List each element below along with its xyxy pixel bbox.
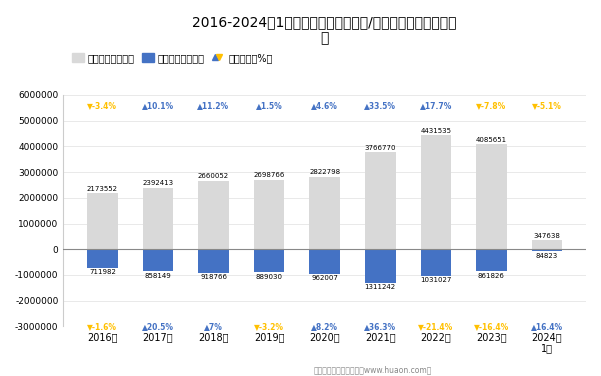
Text: 3766770: 3766770 xyxy=(364,145,396,151)
Text: 962007: 962007 xyxy=(311,276,338,282)
Text: ▼-1.6%: ▼-1.6% xyxy=(87,323,117,332)
Text: ▲8.2%: ▲8.2% xyxy=(311,323,338,332)
Text: 2173552: 2173552 xyxy=(87,186,118,192)
Text: 制图：华经产业研究院（www.huaon.com）: 制图：华经产业研究院（www.huaon.com） xyxy=(314,365,432,374)
Bar xyxy=(198,249,229,273)
Text: ▲4.6%: ▲4.6% xyxy=(311,102,338,111)
Text: 4431535: 4431535 xyxy=(420,128,451,134)
Text: 2698766: 2698766 xyxy=(254,172,285,178)
Text: ▲36.3%: ▲36.3% xyxy=(364,323,396,332)
Text: ▼-21.4%: ▼-21.4% xyxy=(418,323,453,332)
Text: 347638: 347638 xyxy=(534,233,560,239)
Text: ▲11.2%: ▲11.2% xyxy=(198,102,230,111)
Text: ▲20.5%: ▲20.5% xyxy=(142,323,174,332)
Text: ▼-3.2%: ▼-3.2% xyxy=(254,323,284,332)
Text: 711982: 711982 xyxy=(89,269,116,275)
Text: 2822798: 2822798 xyxy=(309,169,340,175)
Bar xyxy=(310,177,340,249)
Bar xyxy=(476,144,507,249)
Title: 2016-2024年1月常州市（境内目的地/货源地）进、出口额统
计: 2016-2024年1月常州市（境内目的地/货源地）进、出口额统 计 xyxy=(192,15,457,45)
Bar xyxy=(532,240,563,249)
Text: ▼-5.1%: ▼-5.1% xyxy=(532,102,562,111)
Text: ▼-7.8%: ▼-7.8% xyxy=(476,102,507,111)
Bar xyxy=(310,249,340,274)
Text: ▲33.5%: ▲33.5% xyxy=(364,102,396,111)
Text: 861826: 861826 xyxy=(478,273,505,279)
Bar xyxy=(198,181,229,249)
Text: ▲17.7%: ▲17.7% xyxy=(419,102,452,111)
Text: ▲1.5%: ▲1.5% xyxy=(256,102,282,111)
Bar xyxy=(254,249,284,272)
Bar xyxy=(254,180,284,249)
Bar xyxy=(365,152,395,249)
Text: ▲7%: ▲7% xyxy=(204,323,223,332)
Text: 2392413: 2392413 xyxy=(142,180,174,186)
Text: ▼-16.4%: ▼-16.4% xyxy=(474,323,509,332)
Bar xyxy=(142,188,173,249)
Text: 1031027: 1031027 xyxy=(420,277,451,283)
Bar xyxy=(365,249,395,283)
Text: ▲16.4%: ▲16.4% xyxy=(531,323,563,332)
Bar xyxy=(532,249,563,252)
Bar xyxy=(421,135,451,249)
Bar xyxy=(87,249,118,267)
Bar xyxy=(476,249,507,271)
Text: 84823: 84823 xyxy=(536,253,558,259)
Text: ▲10.1%: ▲10.1% xyxy=(142,102,174,111)
Text: 2660052: 2660052 xyxy=(198,173,229,179)
Bar xyxy=(87,193,118,249)
Text: ▼-3.4%: ▼-3.4% xyxy=(87,102,117,111)
Text: 4085651: 4085651 xyxy=(476,136,507,143)
Text: 918766: 918766 xyxy=(200,274,227,280)
Bar xyxy=(142,249,173,271)
Bar xyxy=(421,249,451,276)
Text: 858149: 858149 xyxy=(145,273,171,279)
Text: 889030: 889030 xyxy=(255,274,282,280)
Text: 1311242: 1311242 xyxy=(365,285,396,290)
Legend: 出口额（万美元）, 进口额（万美元）, 同比增长（%）: 出口额（万美元）, 进口额（万美元）, 同比增长（%） xyxy=(69,49,276,67)
